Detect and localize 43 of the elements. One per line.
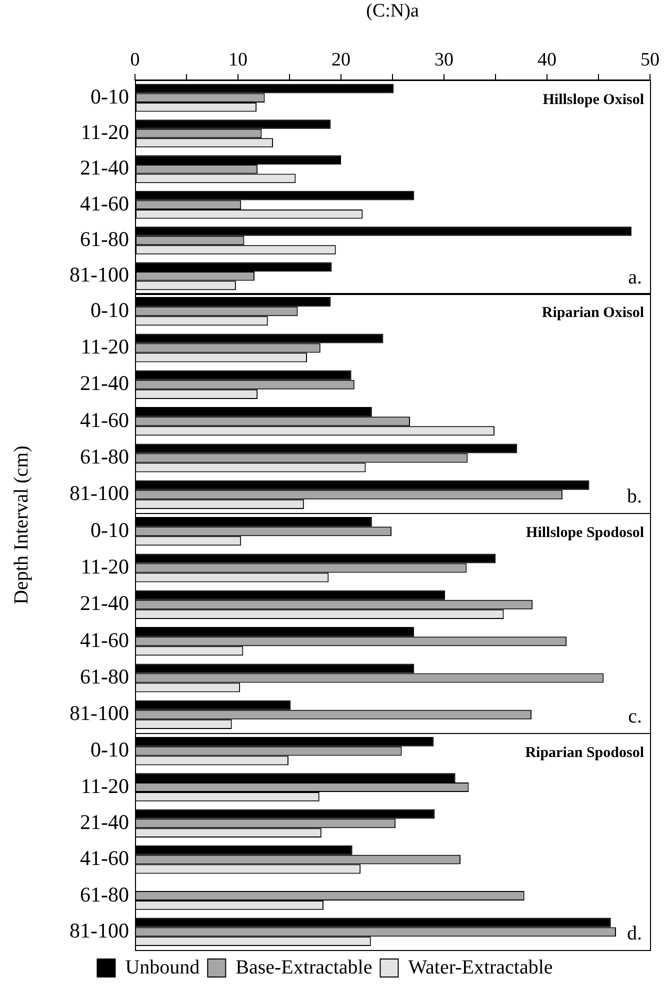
y-tick-label: 61-80 bbox=[80, 882, 129, 906]
x-tick-label: 10 bbox=[228, 50, 248, 71]
y-tick-label: 21-40 bbox=[80, 591, 129, 616]
x-axis-title: (C:N)a bbox=[366, 0, 420, 22]
y-tick-label: 81-100 bbox=[70, 262, 129, 287]
x-tick-label: 0 bbox=[130, 50, 140, 71]
legend-label: Water-Extractable bbox=[408, 956, 553, 978]
text: Riparian Oxisol bbox=[542, 304, 644, 321]
y-tick-label: 61-80 bbox=[80, 444, 129, 469]
annotation: c. bbox=[628, 705, 642, 728]
y-tick-label: 41-60 bbox=[80, 191, 129, 216]
y-tick-label: 41-60 bbox=[80, 628, 129, 652]
y-tick-label: 81-100 bbox=[70, 701, 129, 726]
x-tick-label: 50 bbox=[640, 50, 660, 71]
y-tick-label: 0-10 bbox=[90, 518, 129, 542]
y-tick-label: 0-10 bbox=[90, 298, 129, 322]
annotation: a. bbox=[628, 266, 642, 288]
y-tick-label: 11-20 bbox=[80, 334, 129, 359]
annotation: b. bbox=[627, 485, 642, 508]
y-tick-label: 21-40 bbox=[80, 371, 129, 396]
y-tick-label: 41-60 bbox=[80, 408, 129, 432]
annotation: d. bbox=[627, 922, 642, 944]
x-tick-label: 30 bbox=[434, 50, 454, 71]
legend-label: Base-Extractable bbox=[236, 956, 372, 978]
y-tick-label: 61-80 bbox=[80, 664, 129, 689]
y-tick-label: 81-100 bbox=[70, 481, 129, 506]
y-tick-label: 21-40 bbox=[80, 810, 129, 834]
legend-label: Unbound bbox=[125, 956, 200, 978]
y-tick-label: 41-60 bbox=[80, 846, 129, 870]
y-tick-label: 11-20 bbox=[80, 774, 129, 798]
y-tick-label: 11-20 bbox=[80, 120, 129, 144]
y-tick-label: 11-20 bbox=[80, 554, 129, 579]
text: Riparian Spodosol bbox=[525, 744, 644, 761]
y-tick-label: 0-10 bbox=[90, 84, 129, 108]
text: Hillslope Spodosol bbox=[526, 524, 644, 541]
x-tick-label: 20 bbox=[332, 50, 350, 71]
y-tick-label: 0-10 bbox=[90, 738, 129, 762]
y-tick-label: 81-100 bbox=[70, 918, 129, 942]
y-tick-label: 21-40 bbox=[80, 156, 129, 180]
text: Hillslope Oxisol bbox=[542, 92, 644, 108]
y-tick-label: 61-80 bbox=[80, 227, 129, 252]
x-tick-label: 40 bbox=[538, 50, 556, 71]
y-axis-title: Depth Interval (cm) bbox=[10, 446, 34, 604]
